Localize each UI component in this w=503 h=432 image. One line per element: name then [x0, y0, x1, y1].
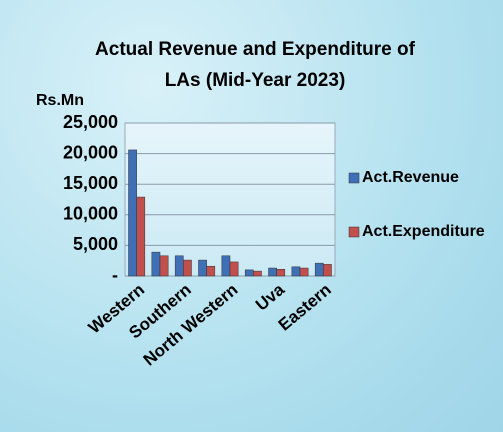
- bar: [299, 267, 309, 277]
- y-tick-label: 15,000: [63, 173, 118, 193]
- bar: [183, 259, 192, 277]
- bar: [323, 264, 332, 277]
- bar: [174, 255, 184, 277]
- y-axis-label: Rs.Mn: [36, 92, 84, 109]
- bar: [268, 267, 277, 277]
- bar: [276, 269, 286, 277]
- bar: [221, 255, 231, 277]
- bar: [314, 262, 324, 277]
- y-tick-label: 5,000: [73, 234, 118, 254]
- plot-area: [124, 122, 336, 277]
- bar: [151, 251, 161, 277]
- y-tick-label: 25,000: [63, 112, 118, 132]
- legend-label: Act.Revenue: [362, 169, 459, 186]
- legend-swatch: [348, 226, 360, 238]
- x-tick-label: Uva: [252, 280, 289, 315]
- y-tick-label: -: [112, 265, 118, 285]
- legend-label: Act.Expenditure: [362, 223, 485, 240]
- bar: [291, 266, 301, 277]
- bar: [159, 255, 169, 277]
- bar: [128, 149, 137, 277]
- bar: [253, 270, 262, 277]
- bar: [206, 265, 216, 277]
- y-tick-label: 10,000: [63, 204, 118, 224]
- legend-swatch: [348, 172, 360, 184]
- bar: [244, 269, 254, 277]
- x-tick-label: Eastern: [275, 280, 335, 335]
- bar: [198, 259, 207, 277]
- chart-title: Actual Revenue and Expenditure of LAs (M…: [95, 39, 415, 91]
- bar: [229, 261, 239, 277]
- bar: [136, 196, 146, 277]
- y-tick-label: 20,000: [63, 142, 118, 162]
